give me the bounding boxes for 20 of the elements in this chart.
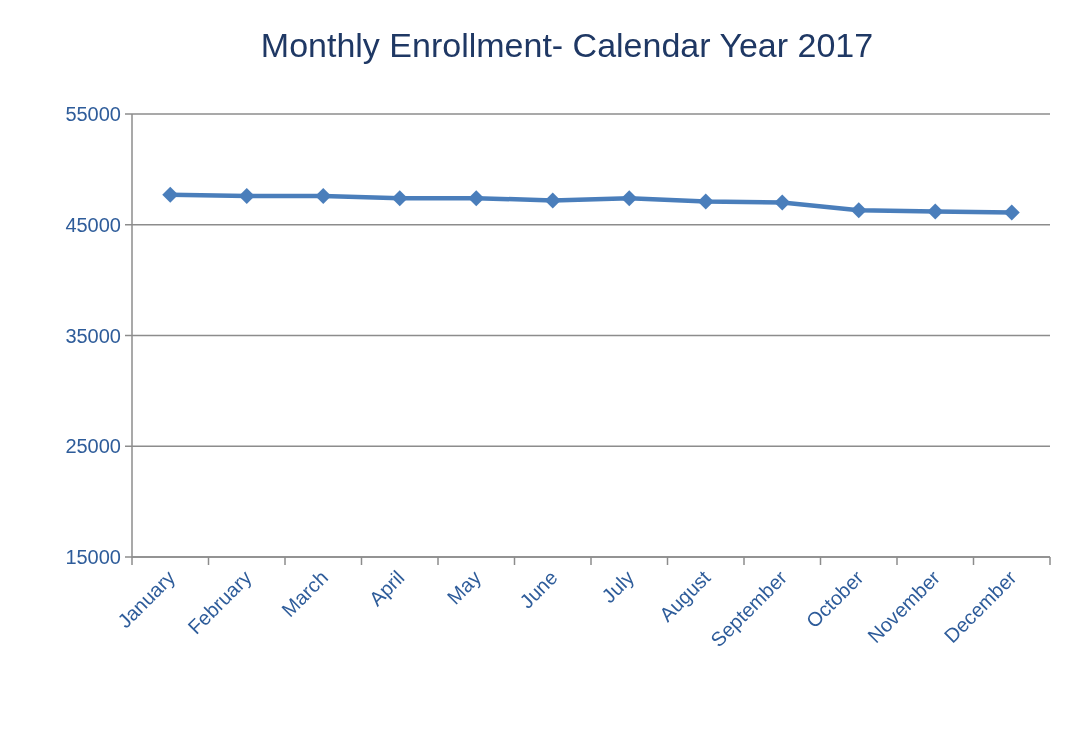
point [544,192,561,209]
point [238,187,255,204]
point [162,186,179,203]
x-tick-label: July [597,566,639,607]
x-tick-label: May [442,566,486,609]
chart-title: Monthly Enrollment- Calendar Year 2017 [260,26,874,64]
point [1003,204,1020,221]
point [774,194,791,211]
point [315,187,332,204]
y-tick-label: 15000 [65,546,121,568]
y-tick-label: 35000 [65,324,121,347]
y-tick-label: 55000 [65,103,121,125]
point [850,202,867,219]
y-tick-label: 25000 [65,435,121,458]
point [391,190,408,207]
y-tick-label: 45000 [65,213,121,236]
point [621,190,638,207]
point [468,190,485,207]
point [697,193,714,210]
point [927,203,944,220]
